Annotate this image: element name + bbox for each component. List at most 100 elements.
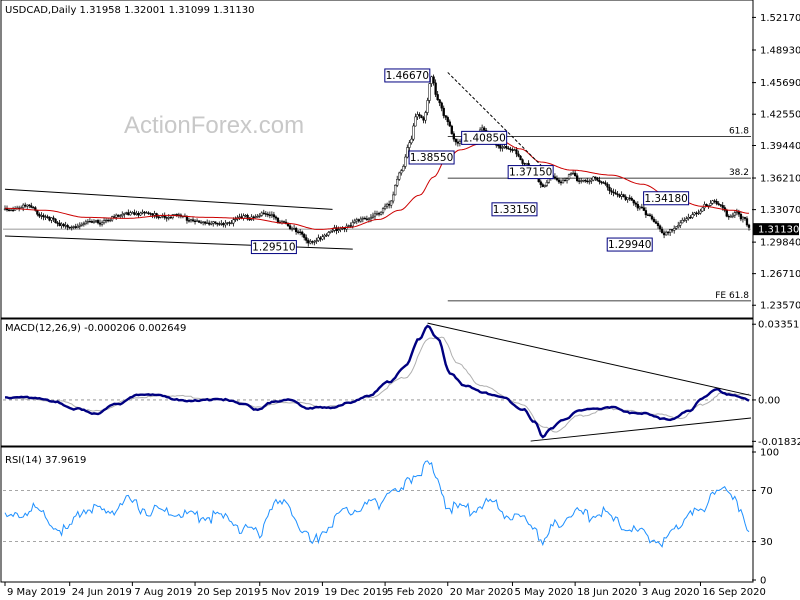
candle-body <box>602 182 605 184</box>
candle-body <box>270 214 274 216</box>
candle-body <box>616 193 619 196</box>
candle-body <box>108 219 112 222</box>
candle-body <box>359 218 362 222</box>
candle-body <box>129 212 132 216</box>
candle-body <box>444 115 447 118</box>
candle-body <box>151 213 154 216</box>
rsi-panel-title: RSI(14) 37.9619 <box>5 455 86 466</box>
candle-body <box>436 94 439 101</box>
candle-body <box>545 182 548 186</box>
macd-y-tick-label: -0.018324 <box>758 437 800 448</box>
macd-trendline <box>427 322 752 396</box>
candle-body <box>450 125 453 134</box>
candle-body <box>608 186 611 191</box>
fibonacci-level-label: 38.2 <box>729 168 749 178</box>
candle-body <box>576 175 579 181</box>
candle-body <box>588 180 591 183</box>
candle-body <box>515 149 518 155</box>
candle-body <box>596 177 599 181</box>
candle-body <box>321 236 324 240</box>
candle-body <box>707 205 710 207</box>
candle-body <box>22 204 25 209</box>
price-level-label: 1.37150 <box>509 167 552 179</box>
price-level-label: 1.33150 <box>493 204 536 216</box>
candle-body <box>84 221 88 224</box>
candle-body <box>78 224 81 227</box>
candle-body <box>26 204 29 207</box>
candle-body <box>313 241 316 243</box>
price-candles <box>3 74 751 247</box>
macd-panel-frame <box>0 318 754 447</box>
candle-body <box>127 212 130 216</box>
price-y-tick-label: 1.26710 <box>760 269 800 280</box>
candle-body <box>7 209 11 211</box>
candle-body <box>353 220 356 223</box>
candle-body <box>121 214 124 217</box>
candle-body <box>497 144 500 147</box>
candle-body <box>60 223 63 226</box>
candle-body <box>288 225 292 230</box>
candle-body <box>224 223 227 226</box>
candle-body <box>48 216 51 221</box>
candle-body <box>32 207 35 209</box>
candle-body <box>747 224 751 228</box>
candle-body <box>135 213 138 215</box>
rsi-y-tick-label: 0 <box>760 576 766 587</box>
candle-body <box>410 138 413 144</box>
candle-body <box>743 217 747 219</box>
x-tick-label: 24 Jun 2019 <box>72 587 132 598</box>
candle-body <box>709 203 712 206</box>
candle-body <box>406 147 409 158</box>
candle-body <box>582 180 585 182</box>
candle-body <box>9 209 13 212</box>
macd-y-tick-label: 0.033515 <box>758 320 800 331</box>
candle-body <box>624 196 627 200</box>
candle-body <box>729 216 732 218</box>
candle-body <box>573 172 577 176</box>
candle-body <box>76 226 79 228</box>
candle-body <box>327 232 330 236</box>
candle-body <box>165 217 168 219</box>
price-trendline <box>4 188 333 210</box>
candle-body <box>648 214 652 217</box>
candle-body <box>430 76 433 84</box>
candle-body <box>80 223 83 226</box>
price-level-box <box>643 191 690 206</box>
candle-body <box>513 149 516 151</box>
macd-plot <box>3 322 752 442</box>
candle-body <box>683 219 686 222</box>
candle-body <box>517 153 520 157</box>
candle-body <box>426 100 429 113</box>
candle-body <box>697 212 700 215</box>
candle-body <box>555 178 559 181</box>
candle-body <box>246 214 249 220</box>
candle-body <box>590 179 593 182</box>
candle-body <box>563 179 567 182</box>
candle-body <box>262 212 265 215</box>
candle-body <box>195 220 199 222</box>
candle-body <box>654 221 658 224</box>
candle-body <box>199 221 203 224</box>
candle-body <box>456 141 460 144</box>
x-tick-label: 20 Sep 2019 <box>197 587 260 598</box>
candle-body <box>612 191 615 194</box>
candle-body <box>193 220 197 223</box>
candle-body <box>440 102 443 109</box>
candle-body <box>38 214 41 217</box>
candle-body <box>303 234 306 238</box>
candle-body <box>335 227 338 232</box>
candle-body <box>309 241 312 244</box>
candle-body <box>371 215 375 218</box>
candle-body <box>98 222 102 225</box>
fibonacci-level-label: FE 61.8 <box>715 291 749 301</box>
price-level-box <box>408 150 455 165</box>
candle-body <box>428 83 431 101</box>
candle-body <box>541 184 544 187</box>
candle-body <box>626 197 629 200</box>
price-level-box <box>250 240 297 255</box>
candle-body <box>317 237 320 241</box>
candle-body <box>337 229 340 232</box>
candle-body <box>36 210 39 215</box>
price-level-label: 1.34180 <box>644 193 687 205</box>
price-y-tick-label: 1.33070 <box>760 205 800 216</box>
